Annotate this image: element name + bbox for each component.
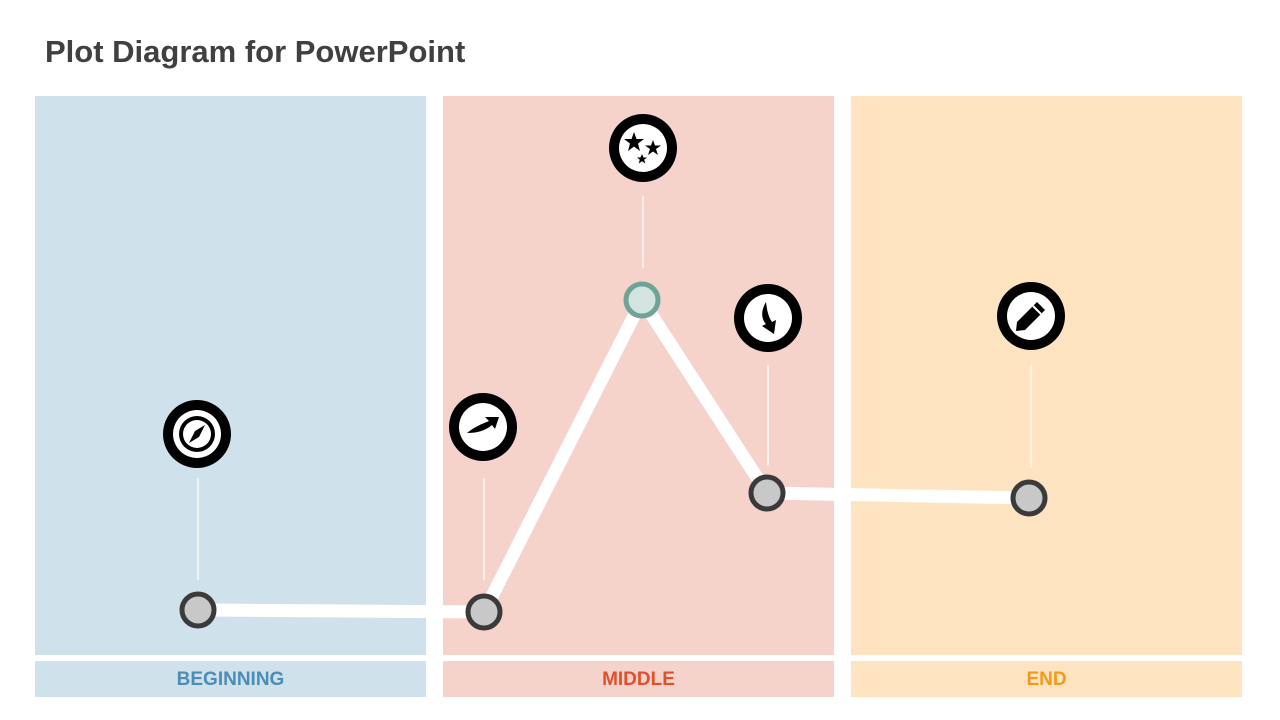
- pencil-icon: [997, 282, 1065, 350]
- node-exposition: [179, 591, 217, 629]
- panel-end: [851, 96, 1242, 655]
- node-resolution: [1010, 479, 1048, 517]
- connector-lines: [197, 196, 1032, 580]
- stars-icon: [609, 114, 677, 182]
- page-title: Plot Diagram for PowerPoint: [45, 34, 466, 69]
- curved-arrow-down-icon: [734, 284, 802, 352]
- node-rising-action: [465, 593, 503, 631]
- panel-beginning: [35, 96, 426, 655]
- label-end: END: [851, 661, 1242, 697]
- node-falling-action: [748, 474, 786, 512]
- nodes: [179, 281, 1048, 631]
- label-middle: MIDDLE: [443, 661, 834, 697]
- node-climax: [623, 281, 661, 319]
- plot-path: [197, 286, 1030, 619]
- curved-arrow-up-icon: [449, 393, 517, 461]
- compass-icon: [163, 400, 231, 468]
- label-beginning: BEGINNING: [35, 661, 426, 697]
